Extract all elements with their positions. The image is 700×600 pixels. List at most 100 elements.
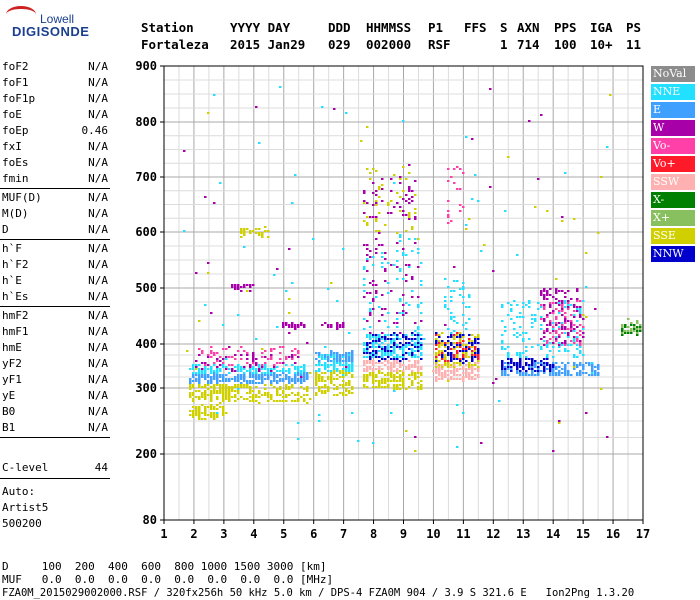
data-point [207,374,210,376]
data-point [534,374,537,376]
data-point [195,366,198,368]
data-point [369,352,372,354]
y-tick-label: 900 [135,59,157,73]
data-point [411,384,414,386]
header-label-ffs: FFS [464,20,487,35]
data-point [276,374,279,376]
data-point [366,244,369,246]
data-point [414,450,417,452]
data-point [474,340,477,342]
separator [0,239,110,240]
data-point [417,296,420,298]
data-point [237,390,240,392]
data-point [471,370,474,372]
data-point [597,368,600,370]
data-point [522,338,525,340]
data-point [381,380,384,382]
data-point [321,376,324,378]
data-point [453,362,456,364]
data-point [543,320,546,322]
data-point [378,188,381,190]
data-point [543,306,546,308]
data-point [363,380,366,382]
data-point [333,370,336,372]
data-point [303,370,306,372]
data-point [381,336,384,338]
data-point [330,356,333,358]
data-point [348,360,351,362]
data-point [390,290,393,292]
data-point [285,400,288,402]
y-tick-label: 500 [135,281,157,295]
data-point [330,380,333,382]
data-point [372,380,375,382]
data-point [219,356,222,358]
data-point [471,346,474,348]
data-point [450,296,453,298]
data-point [321,106,324,108]
data-point [342,356,345,358]
data-point [573,316,576,318]
data-point [384,386,387,388]
data-point [477,350,480,352]
data-point [276,392,279,394]
data-point [390,380,393,382]
data-point [222,406,225,408]
data-point [282,322,285,324]
data-point [573,314,576,316]
legend-item-x: X- [651,192,695,208]
data-point [204,364,207,366]
data-point [564,374,567,376]
data-point [366,222,369,224]
data-point [528,300,531,302]
data-point [267,374,270,376]
data-point [402,214,405,216]
data-point [237,370,240,372]
data-point [531,362,534,364]
data-point [210,412,213,414]
data-point [420,366,423,368]
data-point [594,308,597,310]
data-point [393,358,396,360]
data-point [384,352,387,354]
data-point [444,342,447,344]
data-point [573,340,576,342]
data-point [405,280,408,282]
data-point [519,326,522,328]
data-point [558,290,561,292]
data-point [192,376,195,378]
data-point [330,372,333,374]
data-point [411,344,414,346]
data-point [363,368,366,370]
data-point [468,376,471,378]
data-point [402,380,405,382]
data-point [327,354,330,356]
data-point [399,338,402,340]
data-point [213,414,216,416]
data-point [372,168,375,170]
logo-digisonde: DIGISONDE [12,24,90,39]
data-point [444,372,447,374]
data-point [396,250,399,252]
data-point [240,230,243,232]
data-point [234,286,237,288]
data-point [489,186,492,188]
param-label: h`E [2,274,22,287]
data-point [453,316,456,318]
x-tick-label: 13 [516,527,530,541]
data-point [447,342,450,344]
data-point [330,326,333,328]
data-point [366,254,369,256]
data-point [447,374,450,376]
data-point [378,244,381,246]
data-point [435,334,438,336]
data-point [219,374,222,376]
data-point [408,348,411,350]
data-point [372,192,375,194]
data-point [465,372,468,374]
data-point [369,332,372,334]
data-point [459,338,462,340]
data-point [246,380,249,382]
data-point [414,356,417,358]
data-point [288,388,291,390]
